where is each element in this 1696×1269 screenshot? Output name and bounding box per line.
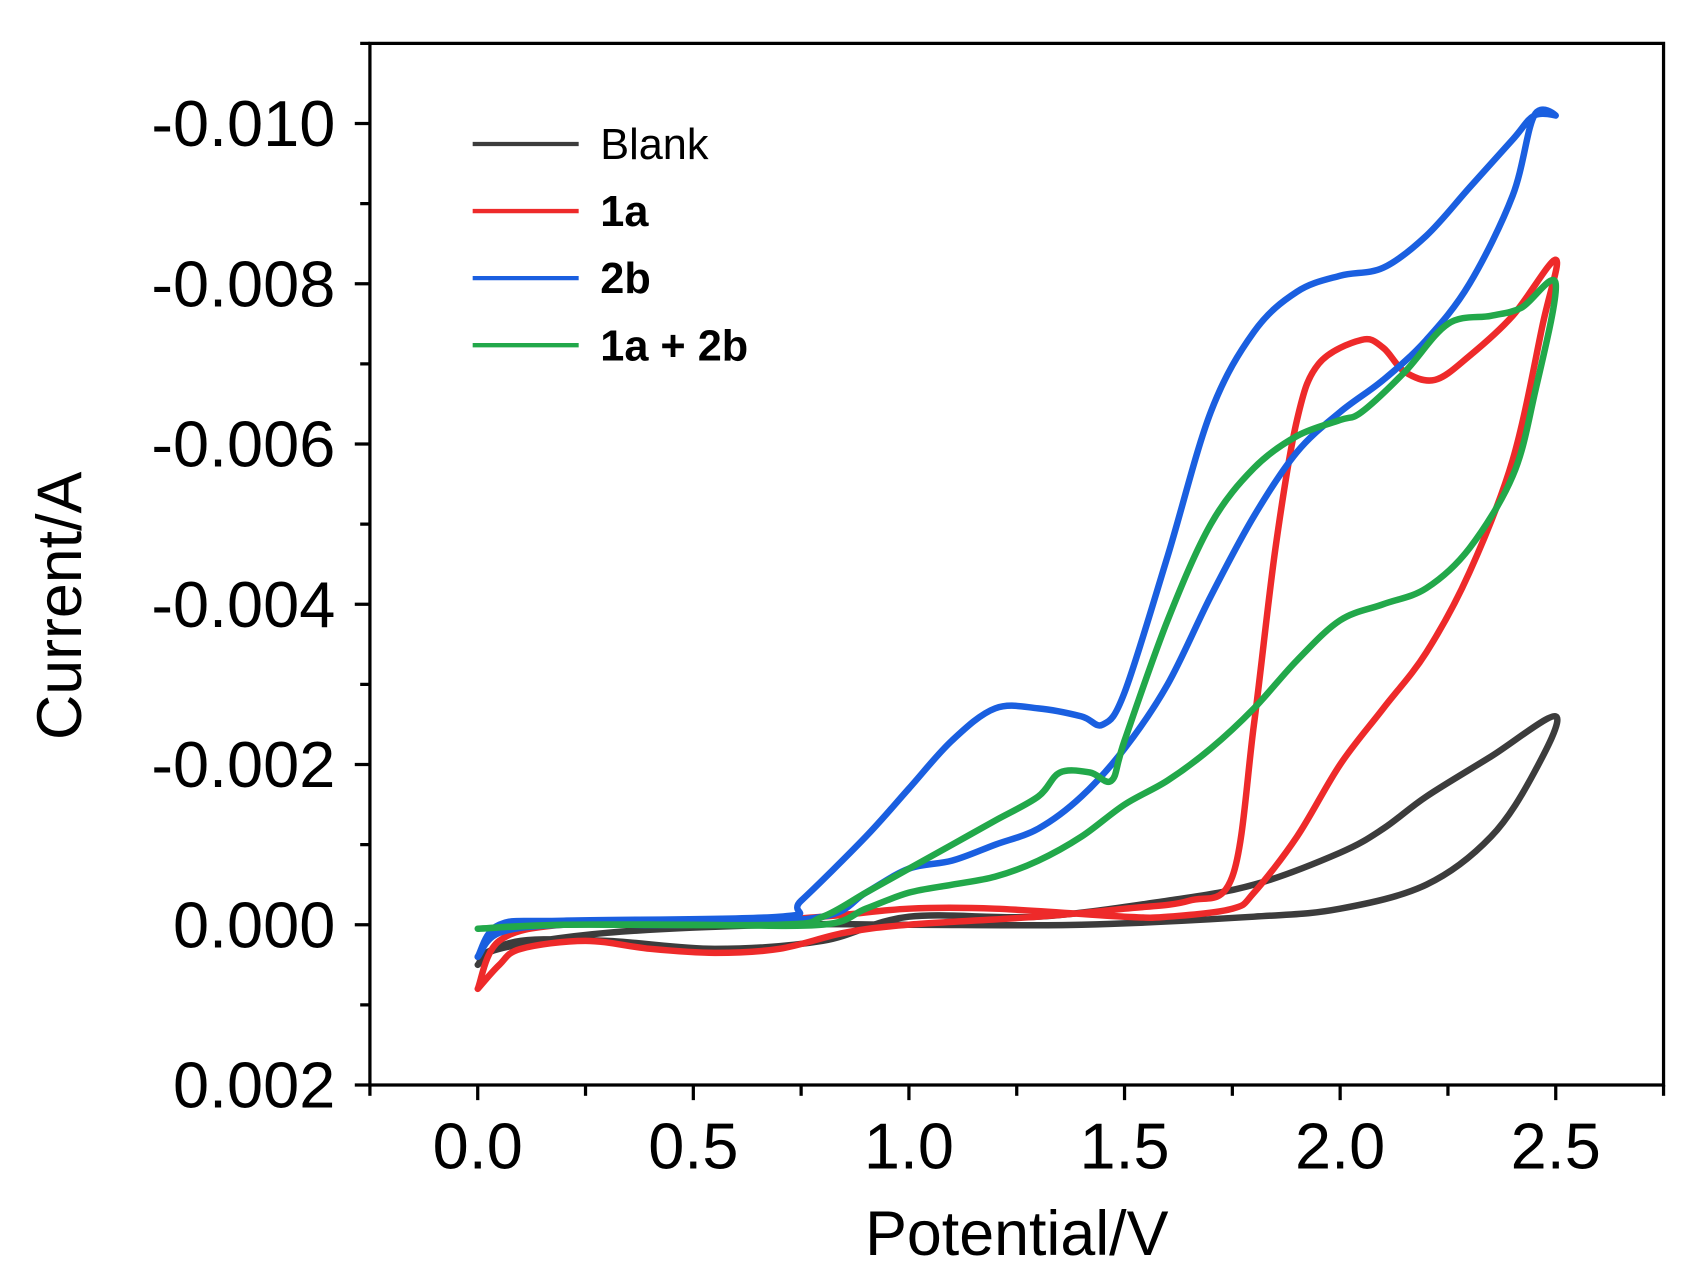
y-tick-label: -0.002 [151,728,335,801]
x-tick-label: 0.5 [648,1109,738,1182]
legend: Blank 1a 2b 1a + 2b [472,121,748,370]
legend-label: 2b [600,255,650,303]
legend-label: 1a [600,188,649,236]
y-tick-label: 0.000 [173,888,335,961]
plot-frame [368,41,1666,1087]
x-tick-label: 2.5 [1511,1109,1601,1182]
legend-label: Blank [600,121,709,169]
x-tick-label: 1.5 [1079,1109,1169,1182]
x-axis-title: Potential/V [865,1199,1169,1269]
legend-label: 1a + 2b [600,322,748,370]
x-tick-label: 2.0 [1295,1109,1385,1182]
y-tick-label: -0.010 [151,87,335,160]
x-tick-label: 0.0 [433,1109,523,1182]
y-axis: -0.010 -0.008 -0.006 -0.004 -0.002 0.000 0.002 [151,41,370,1122]
y-axis-title: Current/A [25,471,95,740]
x-tick-label: 1.0 [864,1109,954,1182]
y-tick-label: -0.006 [151,408,335,481]
y-tick-label: -0.004 [151,568,335,641]
x-axis: 0.0 0.5 1.0 1.5 2.0 2.5 [368,1085,1666,1182]
y-tick-label: 0.002 [173,1049,335,1122]
series-line-1a-2b [474,277,1560,932]
y-tick-label: -0.008 [151,247,335,320]
plot-lines [474,106,1561,993]
series-line-2b [474,106,1559,961]
series-line-1a [474,256,1561,993]
